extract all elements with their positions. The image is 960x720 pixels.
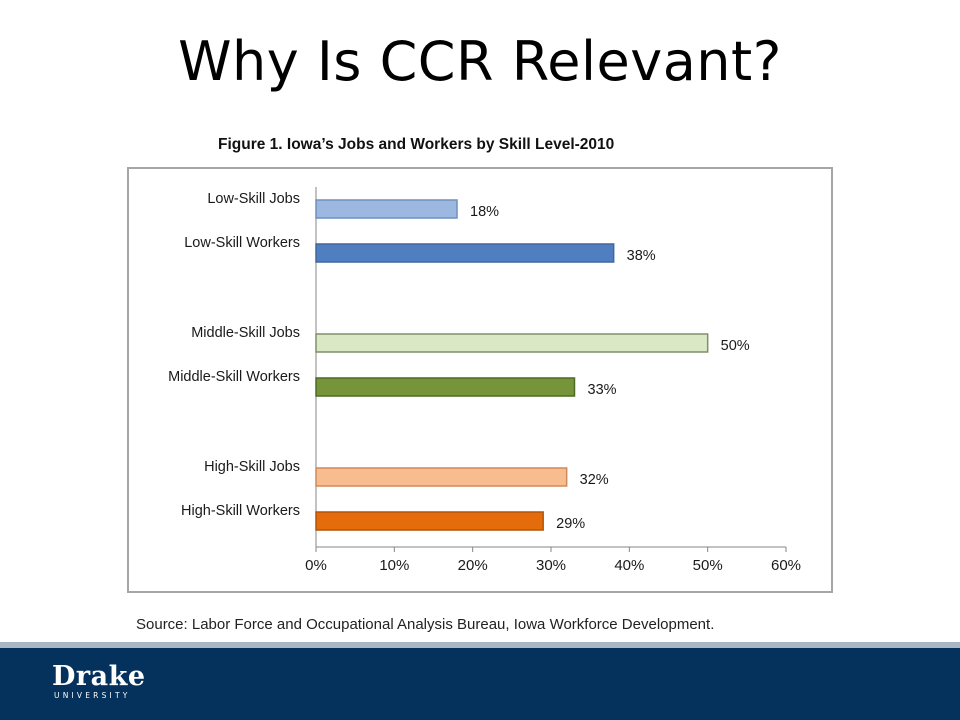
category-label: High-Skill Workers <box>181 503 300 519</box>
x-tick-label: 0% <box>305 557 327 574</box>
bar-5 <box>315 467 568 487</box>
logo-subtext: UNIVERSITY <box>54 691 131 700</box>
bar-chart: Low-Skill Jobs 18% Low-Skill Workers 38% Mid… <box>168 187 801 574</box>
bar-1 <box>315 199 458 219</box>
footer-bar <box>0 648 960 720</box>
category-label: Middle-Skill Workers <box>168 369 300 385</box>
category-label: Middle-Skill Jobs <box>191 325 300 341</box>
x-tick-label: 40% <box>614 557 644 574</box>
data-label: 50% <box>721 338 750 354</box>
data-label: 32% <box>580 472 609 488</box>
figure-title: Figure 1. Iowa’s Jobs and Workers by Ski… <box>218 136 615 153</box>
slide-title: Why Is CCR Relevant? <box>178 30 782 93</box>
footer-strip <box>0 642 960 648</box>
category-label: Low-Skill Workers <box>184 235 300 251</box>
logo-wordmark: Drake <box>52 661 146 692</box>
x-tick-label: 10% <box>379 557 409 574</box>
drake-logo: Drake UNIVERSITY <box>52 661 146 701</box>
source-note: Source: Labor Force and Occupational Ana… <box>136 616 715 633</box>
x-tick-label: 50% <box>693 557 723 574</box>
bar-6 <box>315 511 544 531</box>
bar-3 <box>315 333 709 353</box>
data-label: 18% <box>470 204 499 220</box>
x-tick-label: 30% <box>536 557 566 574</box>
data-label: 33% <box>588 382 617 398</box>
data-label: 29% <box>556 516 585 532</box>
bar-4 <box>315 377 576 397</box>
category-label: Low-Skill Jobs <box>207 191 300 207</box>
chart-frame: Low-Skill Jobs 18% Low-Skill Workers 38% Mid… <box>127 167 833 593</box>
x-tick-label: 20% <box>458 557 488 574</box>
category-label: High-Skill Jobs <box>204 459 300 475</box>
x-tick-label: 60% <box>771 557 801 574</box>
bar-2 <box>315 243 615 263</box>
data-label: 38% <box>627 248 656 264</box>
